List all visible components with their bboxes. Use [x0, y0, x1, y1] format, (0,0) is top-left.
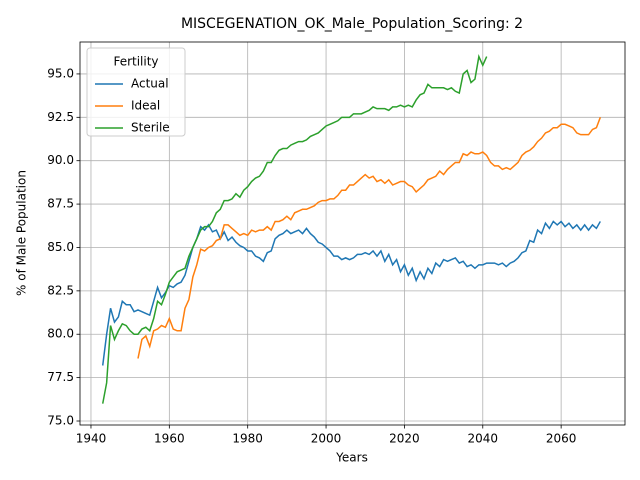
x-tick-label: 1940	[76, 432, 107, 446]
x-tick-label: 1980	[232, 432, 263, 446]
y-tick-label: 85.0	[47, 240, 74, 254]
y-tick-label: 87.5	[47, 197, 74, 211]
x-tick-label: 2060	[546, 432, 577, 446]
x-tick-label: 2000	[311, 432, 342, 446]
y-tick-label: 82.5	[47, 283, 74, 297]
line-series	[101, 54, 488, 404]
legend-title: Fertility	[113, 55, 158, 69]
x-axis-label: Years	[335, 451, 368, 465]
plot-frame	[79, 41, 626, 426]
line-series	[137, 117, 602, 359]
y-tick-label: 95.0	[47, 66, 74, 80]
line-series	[101, 220, 601, 366]
x-tick-label: 2040	[468, 432, 499, 446]
legend-label: Ideal	[131, 99, 160, 113]
y-tick-label: 92.5	[47, 110, 74, 124]
y-tick-label: 77.5	[47, 370, 74, 384]
legend: Fertility Actual Ideal Sterile	[86, 47, 186, 137]
y-axis-label: % of Male Population	[15, 170, 29, 296]
y-tick-label: 75.0	[47, 414, 74, 428]
legend-label: Sterile	[131, 121, 170, 135]
x-tick-label: 1960	[154, 432, 185, 446]
legend-box	[86, 47, 186, 137]
chart-title: MISCEGENATION_OK_Male_Population_Scoring…	[181, 16, 523, 32]
y-tick-label: 80.0	[47, 327, 74, 341]
x-tick-label: 2020	[389, 432, 420, 446]
y-tick-label: 90.0	[47, 153, 74, 167]
legend-label: Actual	[131, 77, 169, 91]
